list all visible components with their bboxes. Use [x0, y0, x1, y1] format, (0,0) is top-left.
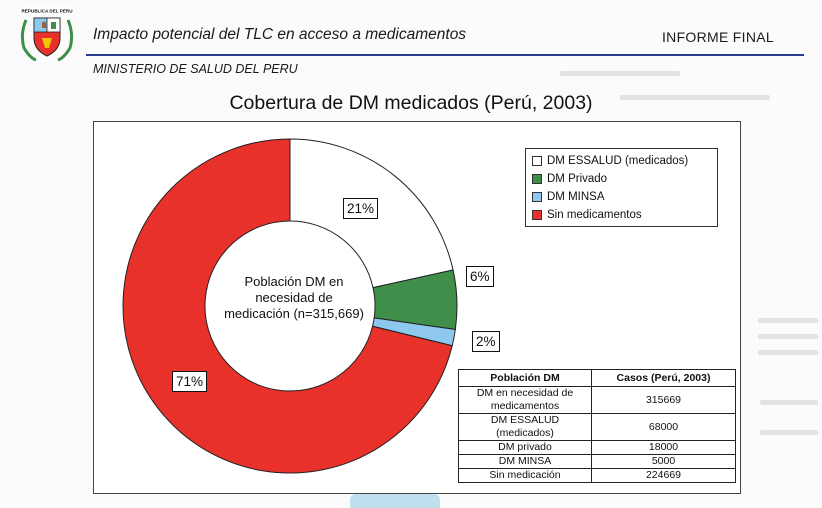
- slice-label-sin: 71%: [172, 371, 208, 392]
- table-row: DM en necesidad de medicamentos 315669: [458, 386, 736, 414]
- table-row: DM ESSALUD (medicados) 68000: [458, 413, 736, 441]
- table-cell-value: 5000: [591, 454, 736, 469]
- table-cell-value: 68000: [591, 413, 736, 441]
- cases-table: Población DM Casos (Perú, 2003) DM en ne…: [458, 369, 736, 483]
- legend-label: DM Privado: [547, 173, 608, 185]
- slice-label-privado: 6%: [466, 266, 494, 287]
- table-cell-value: 18000: [591, 440, 736, 455]
- table-cell-value: 315669: [591, 386, 736, 414]
- page-header: REPUBLICA DEL PERU Impacto potencial del…: [0, 0, 822, 62]
- table-cell-label: Sin medicación: [458, 468, 592, 483]
- decorative-shape: [350, 494, 440, 508]
- legend-item-sin: Sin medicamentos: [532, 206, 711, 224]
- peru-crest-icon: REPUBLICA DEL PERU: [20, 6, 74, 62]
- table-header: Población DM: [458, 369, 592, 387]
- ministry-label: MINISTERIO DE SALUD DEL PERU: [93, 62, 298, 76]
- table-cell-label: DM ESSALUD (medicados): [458, 413, 592, 441]
- report-tag: INFORME FINAL: [661, 29, 774, 45]
- legend-label: Sin medicamentos: [547, 209, 642, 221]
- legend-label: DM ESSALUD (medicados): [547, 155, 689, 167]
- header-rule: [86, 54, 804, 56]
- legend-item-privado: DM Privado: [532, 170, 711, 188]
- table-cell-label: DM en necesidad de medicamentos: [458, 386, 592, 414]
- table-cell-label: DM privado: [458, 440, 592, 455]
- table-cell-label: DM MINSA: [458, 454, 592, 469]
- legend-swatch: [532, 156, 542, 166]
- table-row: DM privado 18000: [458, 440, 736, 455]
- legend-swatch: [532, 174, 542, 184]
- table-row: Sin medicación 224669: [458, 468, 736, 483]
- slice-label-minsa: 2%: [472, 331, 500, 352]
- crest-caption: REPUBLICA DEL PERU: [21, 9, 73, 14]
- chart-legend: DM ESSALUD (medicados) DM Privado DM MIN…: [525, 148, 718, 227]
- table-row: DM MINSA 5000: [458, 454, 736, 469]
- legend-item-minsa: DM MINSA: [532, 188, 711, 206]
- legend-swatch: [532, 192, 542, 202]
- table-header: Casos (Perú, 2003): [591, 369, 736, 387]
- legend-item-essalud: DM ESSALUD (medicados): [532, 152, 711, 170]
- donut-center-label: Población DM en necesidad de medicación …: [224, 274, 364, 321]
- legend-swatch: [532, 210, 542, 220]
- chart-title: Cobertura de DM medicados (Perú, 2003): [229, 92, 593, 114]
- report-title: Impacto potencial del TLC en acceso a me…: [93, 26, 467, 43]
- table-cell-value: 224669: [591, 468, 736, 483]
- legend-label: DM MINSA: [547, 191, 605, 203]
- slice-label-essalud: 21%: [343, 198, 379, 219]
- table-header-row: Población DM Casos (Perú, 2003): [458, 369, 736, 387]
